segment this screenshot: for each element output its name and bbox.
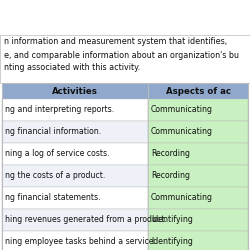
Bar	[148, 143, 248, 165]
Bar	[2, 143, 148, 165]
Text: ning a log of service costs.: ning a log of service costs.	[5, 150, 110, 158]
Text: ng and interpreting reports.: ng and interpreting reports.	[5, 106, 114, 114]
Text: nting associated with this activity.: nting associated with this activity.	[4, 64, 140, 72]
Text: Recording: Recording	[151, 172, 190, 180]
Bar	[2, 209, 148, 231]
Bar	[2, 99, 148, 121]
Text: ning employee tasks behind a service.: ning employee tasks behind a service.	[5, 238, 156, 246]
Text: e, and comparable information about an organization's bu: e, and comparable information about an o…	[4, 50, 239, 59]
Bar	[148, 99, 248, 121]
Bar	[148, 121, 248, 143]
Text: Activities: Activities	[52, 86, 98, 96]
Text: Recording: Recording	[151, 150, 190, 158]
Bar	[2, 121, 148, 143]
Bar	[148, 83, 248, 99]
Bar	[148, 209, 248, 231]
Text: ng financial statements.: ng financial statements.	[5, 194, 100, 202]
Bar	[148, 165, 248, 187]
Text: Communicating: Communicating	[151, 128, 213, 136]
Text: Communicating: Communicating	[151, 194, 213, 202]
Bar	[2, 231, 148, 250]
Text: Aspects of ac: Aspects of ac	[166, 86, 230, 96]
Text: Identifying: Identifying	[151, 238, 193, 246]
Text: Communicating: Communicating	[151, 106, 213, 114]
Bar	[2, 165, 148, 187]
Text: hing revenues generated from a product.: hing revenues generated from a product.	[5, 216, 167, 224]
Bar	[2, 83, 248, 250]
Bar	[2, 83, 148, 99]
Bar	[148, 231, 248, 250]
Text: Identifying: Identifying	[151, 216, 193, 224]
Text: ng financial information.: ng financial information.	[5, 128, 101, 136]
Bar	[148, 187, 248, 209]
Text: ng the costs of a product.: ng the costs of a product.	[5, 172, 105, 180]
Bar	[0, 35, 250, 83]
Bar	[2, 187, 148, 209]
Text: n information and measurement system that identifies,: n information and measurement system tha…	[4, 38, 227, 46]
